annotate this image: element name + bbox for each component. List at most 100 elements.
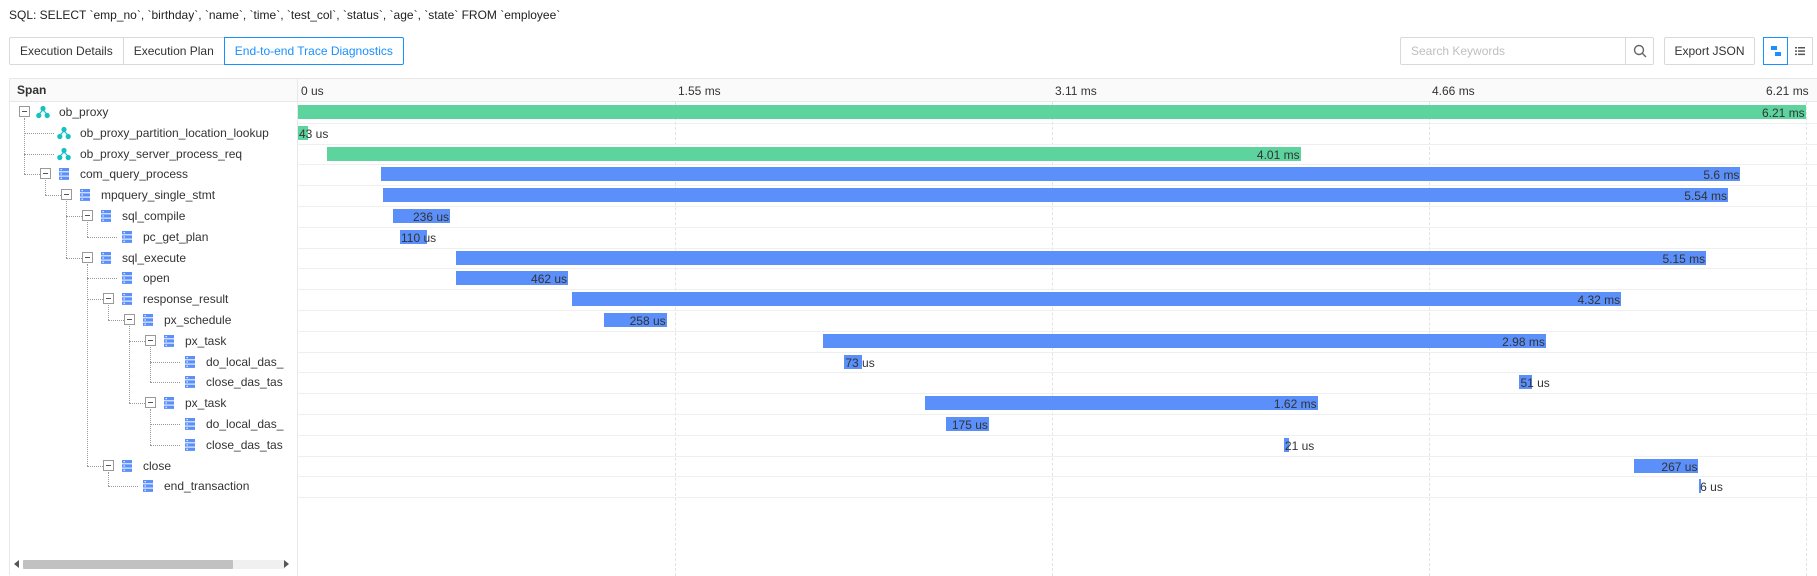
span-duration-bar[interactable] xyxy=(1699,479,1702,494)
timeline-row-line xyxy=(298,455,1817,457)
tab-trace-diagnostics[interactable]: End-to-end Trace Diagnostics xyxy=(223,37,404,65)
tree-guide-line xyxy=(150,382,180,384)
span-duration-bar[interactable] xyxy=(380,167,1741,182)
timeline-row-line xyxy=(298,247,1817,249)
list-view-icon xyxy=(1795,47,1805,56)
collapse-toggle-icon[interactable] xyxy=(124,314,135,325)
span-name: px_task xyxy=(185,396,227,411)
proxy-node-icon xyxy=(57,126,71,140)
tree-guide-line xyxy=(129,326,130,404)
search-button[interactable] xyxy=(1625,38,1653,64)
span-tree-row[interactable]: px_schedule xyxy=(10,308,297,332)
tree-guide-line xyxy=(150,361,180,363)
collapse-toggle-icon[interactable] xyxy=(82,210,93,221)
span-tree-row[interactable]: close xyxy=(10,454,297,478)
tree-guide-line xyxy=(150,346,151,383)
span-duration-bar[interactable] xyxy=(298,105,1806,119)
timeline-row-line xyxy=(298,393,1817,395)
tree-guide-line xyxy=(150,409,151,445)
list-view-button[interactable] xyxy=(1788,37,1813,65)
span-duration-bar[interactable] xyxy=(572,292,1622,307)
span-duration-label: 4.32 ms xyxy=(1577,293,1621,308)
collapse-toggle-icon[interactable] xyxy=(61,189,72,201)
span-duration-bar[interactable] xyxy=(455,271,569,286)
collapse-toggle-icon[interactable] xyxy=(82,251,93,263)
trace-panel: Span 0 us 1.55 ms 3.11 ms 4.66 ms 6.21 m… xyxy=(9,78,1817,576)
span-tree-row[interactable]: px_task xyxy=(10,329,297,353)
gantt-view-button[interactable] xyxy=(1763,37,1788,65)
tree-guide-line xyxy=(66,201,67,258)
collapse-toggle-icon[interactable] xyxy=(145,397,156,409)
tree-guide-line xyxy=(87,299,103,301)
tree-guide-line xyxy=(24,174,40,176)
span-tree-row[interactable]: end_transaction xyxy=(10,474,297,498)
span-tree-row[interactable]: mpquery_single_stmt xyxy=(10,183,297,207)
collapse-toggle-icon[interactable] xyxy=(40,168,51,180)
horizontal-scrollbar[interactable] xyxy=(10,553,298,576)
span-tree-row[interactable]: ob_proxy_server_process_req xyxy=(10,142,297,166)
span-duration-bar[interactable] xyxy=(844,354,863,369)
collapse-toggle-icon[interactable] xyxy=(103,293,114,305)
span-name: close xyxy=(143,458,172,473)
span-name: close_das_tas xyxy=(206,375,283,390)
span-duration-bar[interactable] xyxy=(1283,437,1289,452)
span-tree-row[interactable]: close_das_tas xyxy=(10,433,297,457)
span-duration-bar[interactable] xyxy=(1633,458,1699,473)
span-duration-bar[interactable] xyxy=(1519,375,1532,390)
span-column-header: Span xyxy=(10,79,298,102)
span-duration-label: 6 us xyxy=(1700,480,1723,495)
span-duration-label: 236 us xyxy=(413,210,450,224)
server-node-icon xyxy=(57,167,71,181)
span-tree-row[interactable]: ob_proxy_partition_location_lookup xyxy=(10,121,297,145)
tab-execution-plan[interactable]: Execution Plan xyxy=(123,37,225,65)
span-duration-bar[interactable] xyxy=(327,146,1301,161)
span-duration-label: 4.01 ms xyxy=(1256,147,1300,162)
span-tree-row[interactable]: com_query_process xyxy=(10,162,297,186)
tree-guide-line xyxy=(129,340,145,342)
tree-guide-line xyxy=(108,320,124,321)
tree-guide-line xyxy=(108,471,109,487)
timeline-row-line xyxy=(298,414,1817,415)
timeline-body: 6.21 ms 43 us 4.01 ms 5.6 ms 5.54 ms 236 us 11… xyxy=(298,102,1817,576)
tree-guide-line xyxy=(24,132,54,134)
timeline-row-line xyxy=(298,289,1817,291)
span-tree-row[interactable]: do_local_das_ xyxy=(10,412,297,436)
span-tree-row[interactable]: response_result xyxy=(10,287,297,311)
scroll-right-arrow-icon[interactable] xyxy=(284,560,289,568)
span-tree-row[interactable]: open xyxy=(10,266,297,290)
span-tree-row[interactable]: ob_proxy xyxy=(10,102,297,124)
collapse-toggle-icon[interactable] xyxy=(19,106,30,117)
server-node-icon xyxy=(183,375,197,389)
tab-execution-details[interactable]: Execution Details xyxy=(9,37,124,65)
scroll-left-arrow-icon[interactable] xyxy=(14,560,19,568)
search-input[interactable] xyxy=(1401,38,1625,64)
collapse-toggle-icon[interactable] xyxy=(145,334,156,346)
span-duration-bar[interactable] xyxy=(399,229,427,244)
span-duration-label: 6.21 ms xyxy=(1762,106,1805,120)
span-tree-row[interactable]: pc_get_plan xyxy=(10,225,297,249)
tree-guide-line xyxy=(66,257,82,259)
span-duration-bar[interactable] xyxy=(382,188,1729,203)
tree-guide-line xyxy=(150,424,180,425)
span-duration-bar[interactable] xyxy=(392,209,450,223)
span-name: ob_proxy_server_process_req xyxy=(80,146,243,161)
span-duration-bar[interactable] xyxy=(455,250,1707,265)
span-tree-row[interactable]: sql_compile xyxy=(10,204,297,228)
server-node-icon xyxy=(120,271,134,285)
span-duration-bar[interactable] xyxy=(603,313,667,327)
tree-guide-line xyxy=(87,465,103,467)
span-duration-bar[interactable] xyxy=(946,417,989,431)
span-tree-row[interactable]: close_das_tas xyxy=(10,370,297,394)
span-name: sql_compile xyxy=(122,209,186,223)
collapse-toggle-icon[interactable] xyxy=(103,459,114,471)
span-tree-row[interactable]: px_task xyxy=(10,391,297,415)
scroll-thumb[interactable] xyxy=(23,560,233,569)
search-icon xyxy=(1633,44,1646,58)
span-tree-row[interactable]: do_local_das_ xyxy=(10,350,297,374)
span-name: sql_execute xyxy=(122,250,187,265)
span-duration-bar[interactable] xyxy=(298,125,309,140)
span-duration-bar[interactable] xyxy=(822,333,1547,348)
export-json-button[interactable]: Export JSON xyxy=(1664,37,1755,65)
span-tree-row[interactable]: sql_execute xyxy=(10,246,297,270)
span-duration-bar[interactable] xyxy=(924,396,1318,411)
